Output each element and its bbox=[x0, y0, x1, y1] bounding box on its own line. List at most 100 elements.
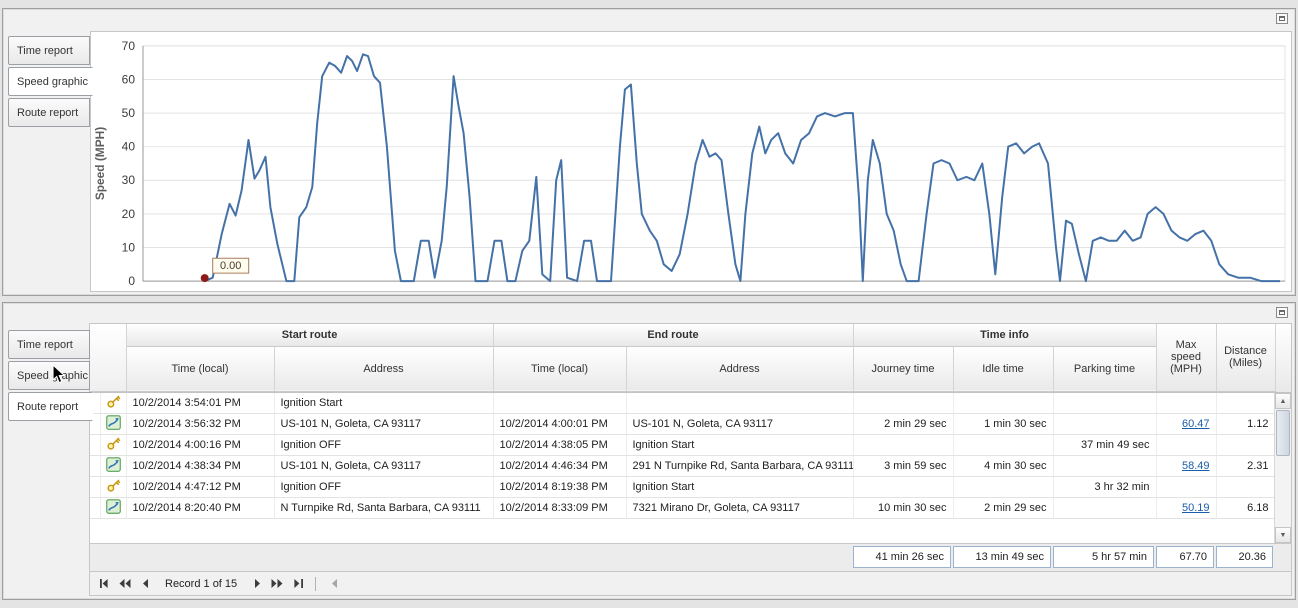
row-indicator bbox=[90, 497, 101, 519]
speed-line-series bbox=[204, 53, 1280, 283]
key-icon bbox=[106, 395, 120, 408]
tab-route-report[interactable]: Route report bbox=[8, 392, 93, 421]
column-header-idle-time[interactable]: Idle time bbox=[953, 346, 1054, 392]
tab-time-report[interactable]: Time report bbox=[8, 330, 90, 359]
last-icon bbox=[294, 579, 303, 588]
row-indicator bbox=[90, 455, 101, 477]
next-icon bbox=[254, 579, 260, 588]
cell-max-speed: 60.47 bbox=[1156, 413, 1217, 435]
scroll-left-icon bbox=[331, 579, 337, 588]
cell-journey-time: 10 min 30 sec bbox=[853, 497, 954, 519]
column-header-journey-time[interactable]: Journey time bbox=[853, 346, 954, 392]
table-row[interactable]: 10/2/2014 8:20:40 PM N Turnpike Rd, Santa… bbox=[90, 497, 1276, 519]
panel-collapse-button[interactable] bbox=[1276, 307, 1288, 318]
row-type-icon bbox=[100, 497, 127, 519]
bottom-tabstrip: Time report Speed graphic Route report bbox=[8, 330, 94, 423]
table-row[interactable]: 10/2/2014 4:00:16 PM Ignition OFF 10/2/201… bbox=[90, 434, 1276, 456]
first-icon bbox=[99, 579, 108, 588]
cell-end-time: 10/2/2014 4:46:34 PM bbox=[493, 455, 627, 477]
max-speed-link[interactable]: 50.19 bbox=[1181, 502, 1210, 514]
row-type-icon bbox=[100, 434, 127, 456]
route-icon bbox=[105, 499, 121, 514]
next-page-record-button[interactable] bbox=[268, 576, 286, 592]
row-indicator bbox=[90, 434, 101, 456]
prev-page-record-button[interactable] bbox=[116, 576, 134, 592]
collapse-icon bbox=[1279, 310, 1285, 315]
first-record-button[interactable] bbox=[96, 576, 114, 592]
cell-idle-time: 2 min 29 sec bbox=[953, 497, 1054, 519]
table-row[interactable]: 10/2/2014 3:56:32 PM US-101 N, Goleta, CA… bbox=[90, 413, 1276, 435]
column-group-end-route[interactable]: End route bbox=[493, 324, 854, 347]
cell-end-time: 10/2/2014 4:38:05 PM bbox=[493, 434, 627, 456]
route-icon bbox=[105, 415, 121, 430]
key-icon bbox=[106, 437, 120, 450]
tab-speed-graphic[interactable]: Speed graphic bbox=[8, 361, 90, 390]
column-header-max-speed[interactable]: Max speed (MPH) bbox=[1156, 324, 1217, 392]
cell-idle-time bbox=[953, 476, 1054, 498]
cell-start-address: US-101 N, Goleta, CA 93117 bbox=[274, 455, 494, 477]
table-row[interactable]: 10/2/2014 3:54:01 PM Ignition Start bbox=[90, 392, 1276, 414]
column-header-end-time[interactable]: Time (local) bbox=[493, 346, 627, 392]
cell-max-speed: 58.49 bbox=[1156, 455, 1217, 477]
column-header-distance[interactable]: Distance (Miles) bbox=[1216, 324, 1276, 392]
tab-route-report[interactable]: Route report bbox=[8, 98, 90, 127]
top-tabstrip: Time report Speed graphic Route report bbox=[8, 36, 94, 129]
cell-journey-time bbox=[853, 476, 954, 498]
row-indicator bbox=[90, 476, 101, 498]
column-header-parking-time[interactable]: Parking time bbox=[1053, 346, 1157, 392]
cell-journey-time bbox=[853, 392, 954, 414]
y-axis-tick-label: 40 bbox=[122, 140, 136, 154]
summary-row: 41 min 26 sec 13 min 49 sec 5 hr 57 min … bbox=[90, 543, 1291, 571]
next-record-button[interactable] bbox=[248, 576, 266, 592]
scroll-up-button[interactable]: ▲ bbox=[1275, 392, 1291, 409]
plot-area bbox=[142, 45, 1286, 282]
y-axis-tick-label: 50 bbox=[122, 106, 136, 120]
prev-record-button[interactable] bbox=[136, 576, 154, 592]
record-navigator: Record 1 of 15 bbox=[90, 571, 1291, 595]
max-speed-link[interactable]: 58.49 bbox=[1181, 460, 1210, 472]
column-group-time-info[interactable]: Time info bbox=[853, 324, 1157, 347]
row-indicator bbox=[90, 392, 101, 414]
y-axis-tick-label: 70 bbox=[122, 39, 136, 53]
grid-rows: 10/2/2014 3:54:01 PM Ignition Start 10/2/2… bbox=[90, 392, 1276, 519]
cell-start-time: 10/2/2014 4:47:12 PM bbox=[126, 476, 275, 498]
cell-start-time: 10/2/2014 4:00:16 PM bbox=[126, 434, 275, 456]
tab-time-report[interactable]: Time report bbox=[8, 36, 90, 65]
column-group-start-route[interactable]: Start route bbox=[126, 324, 494, 347]
cell-parking-time bbox=[1053, 392, 1157, 414]
navigator-separator bbox=[315, 576, 317, 591]
vertical-scrollbar[interactable]: ▲ ▼ bbox=[1274, 392, 1291, 543]
column-header-end-address[interactable]: Address bbox=[626, 346, 854, 392]
record-count-label: Record 1 of 15 bbox=[165, 577, 238, 590]
table-row[interactable]: 10/2/2014 4:38:34 PM US-101 N, Goleta, CA… bbox=[90, 455, 1276, 477]
column-header-start-time[interactable]: Time (local) bbox=[126, 346, 275, 392]
prev-icon bbox=[142, 579, 148, 588]
panel-collapse-button[interactable] bbox=[1276, 13, 1288, 24]
cell-distance: 1.12 bbox=[1216, 413, 1276, 435]
summary-journey-time: 41 min 26 sec bbox=[853, 546, 951, 568]
table-row[interactable]: 10/2/2014 4:47:12 PM Ignition OFF 10/2/201… bbox=[90, 476, 1276, 498]
cell-start-time: 10/2/2014 3:56:32 PM bbox=[126, 413, 275, 435]
cell-max-speed bbox=[1156, 434, 1217, 456]
summary-distance: 20.36 bbox=[1216, 546, 1273, 568]
scroll-left-record-button[interactable] bbox=[325, 576, 343, 592]
cell-start-time: 10/2/2014 3:54:01 PM bbox=[126, 392, 275, 414]
cell-start-time: 10/2/2014 8:20:40 PM bbox=[126, 497, 275, 519]
speed-graphic-panel: Time report Speed graphic Route report 0… bbox=[2, 8, 1296, 296]
tab-speed-graphic[interactable]: Speed graphic bbox=[8, 67, 93, 96]
prev-page-icon bbox=[119, 579, 130, 588]
cell-parking-time bbox=[1053, 413, 1157, 435]
y-axis-tick-label: 30 bbox=[122, 173, 136, 187]
cell-max-speed bbox=[1156, 392, 1217, 414]
scrollbar-thumb[interactable] bbox=[1276, 409, 1290, 456]
cell-end-address: Ignition Start bbox=[626, 476, 854, 498]
max-speed-link[interactable]: 60.47 bbox=[1181, 418, 1210, 430]
cell-end-address: Ignition Start bbox=[626, 434, 854, 456]
row-type-icon bbox=[100, 476, 127, 498]
scroll-down-button[interactable]: ▼ bbox=[1275, 527, 1291, 543]
summary-max-speed: 67.70 bbox=[1156, 546, 1214, 568]
cell-start-address: Ignition OFF bbox=[274, 476, 494, 498]
last-record-button[interactable] bbox=[288, 576, 306, 592]
column-header-start-address[interactable]: Address bbox=[274, 346, 494, 392]
summary-parking-time: 5 hr 57 min bbox=[1053, 546, 1154, 568]
